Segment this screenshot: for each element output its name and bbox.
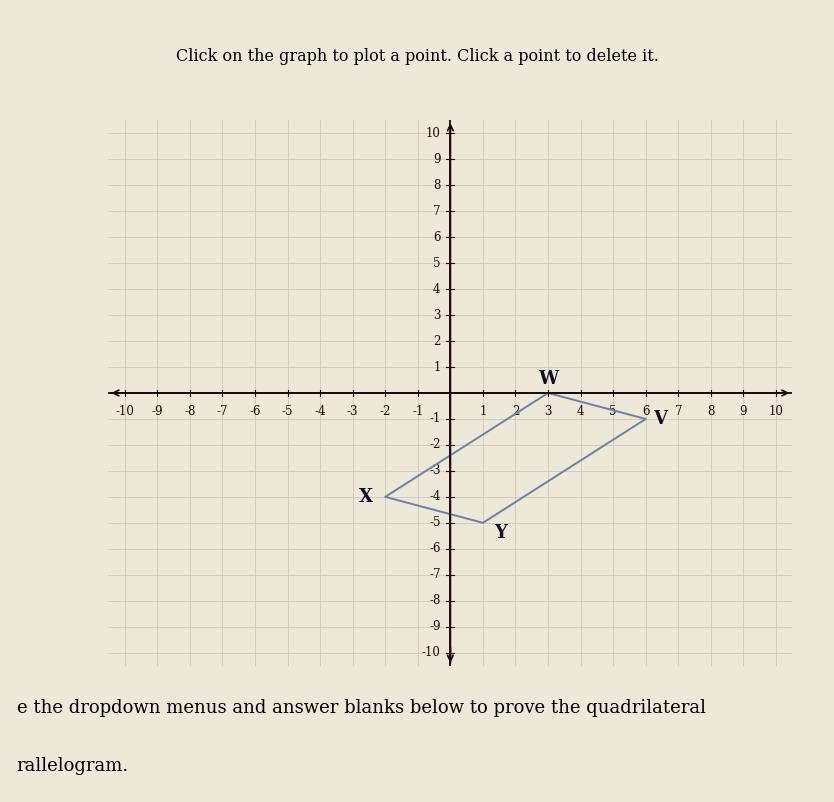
Text: 7: 7 <box>433 205 440 217</box>
Text: -2: -2 <box>430 439 440 452</box>
Text: 5: 5 <box>610 405 617 418</box>
Text: -7: -7 <box>429 569 440 581</box>
Text: 2: 2 <box>433 334 440 347</box>
Text: -10: -10 <box>422 646 440 659</box>
Text: -3: -3 <box>347 405 359 418</box>
Text: 10: 10 <box>425 127 440 140</box>
Text: 8: 8 <box>707 405 715 418</box>
Text: W: W <box>538 370 558 387</box>
Text: 7: 7 <box>675 405 682 418</box>
Text: 8: 8 <box>433 179 440 192</box>
Text: 3: 3 <box>545 405 552 418</box>
Text: -5: -5 <box>429 516 440 529</box>
Text: 6: 6 <box>433 231 440 244</box>
Text: 6: 6 <box>642 405 650 418</box>
Text: -4: -4 <box>429 490 440 504</box>
Text: Y: Y <box>495 525 507 542</box>
Text: -8: -8 <box>184 405 195 418</box>
Text: rallelogram.: rallelogram. <box>17 757 129 775</box>
Text: 9: 9 <box>433 152 440 166</box>
Text: -5: -5 <box>282 405 294 418</box>
Text: -7: -7 <box>217 405 229 418</box>
Text: 5: 5 <box>433 257 440 269</box>
Text: -1: -1 <box>412 405 424 418</box>
Text: 10: 10 <box>769 405 783 418</box>
Text: -3: -3 <box>429 464 440 477</box>
Text: Click on the graph to plot a point. Click a point to delete it.: Click on the graph to plot a point. Clic… <box>176 48 658 65</box>
Text: -9: -9 <box>152 405 163 418</box>
Text: -1: -1 <box>430 412 440 425</box>
Text: -8: -8 <box>430 594 440 607</box>
Text: 4: 4 <box>577 405 585 418</box>
Text: 4: 4 <box>433 282 440 296</box>
Text: -9: -9 <box>429 620 440 634</box>
Text: -6: -6 <box>429 542 440 555</box>
Text: -2: -2 <box>379 405 391 418</box>
Text: 9: 9 <box>740 405 747 418</box>
Text: -6: -6 <box>249 405 261 418</box>
Text: X: X <box>359 488 373 506</box>
Text: -10: -10 <box>115 405 134 418</box>
Text: -4: -4 <box>314 405 326 418</box>
Text: 2: 2 <box>512 405 520 418</box>
Text: e the dropdown menus and answer blanks below to prove the quadrilateral: e the dropdown menus and answer blanks b… <box>17 699 706 717</box>
Text: 1: 1 <box>480 405 486 418</box>
Text: 3: 3 <box>433 309 440 322</box>
Text: V: V <box>653 410 667 428</box>
Text: 1: 1 <box>433 361 440 374</box>
